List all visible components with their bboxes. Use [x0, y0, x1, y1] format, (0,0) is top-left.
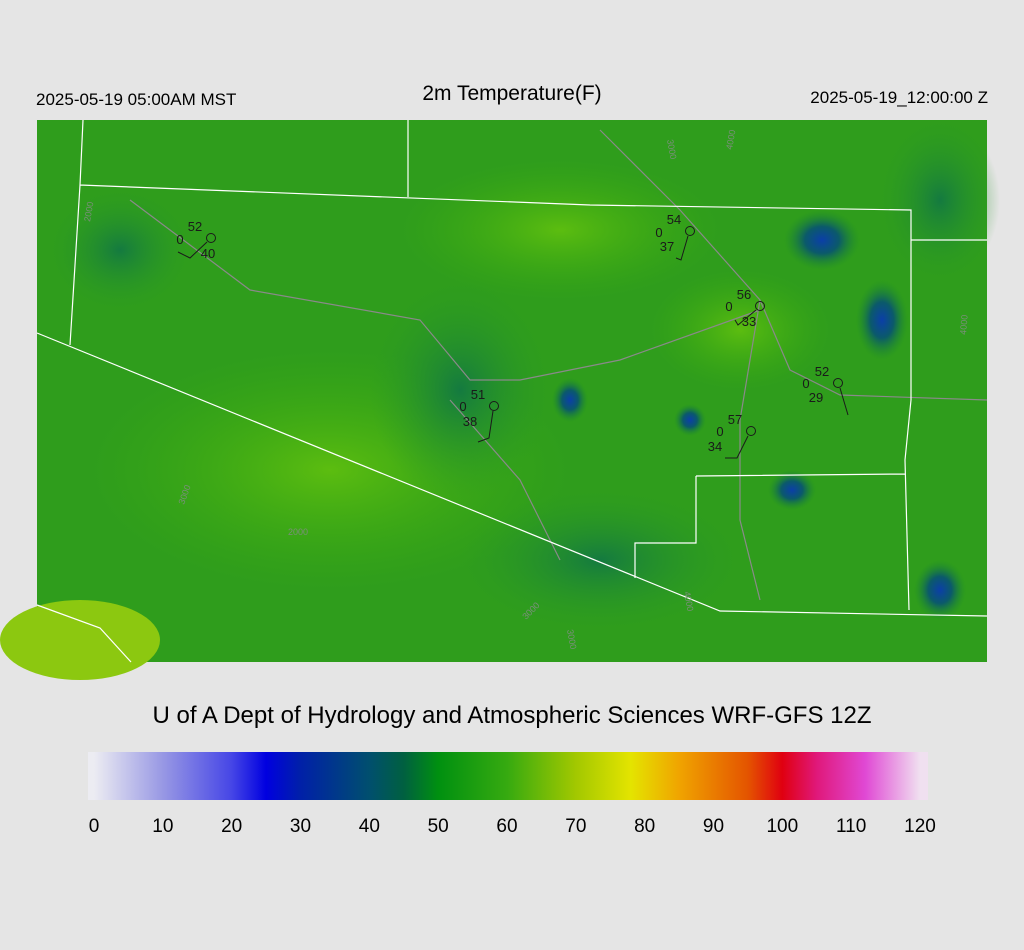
road — [129, 129, 988, 601]
wind-barb — [734, 309, 757, 326]
colorbar-label: 20 — [221, 816, 242, 837]
colorbar-label: 100 — [766, 816, 798, 837]
wind-barb — [675, 235, 689, 261]
colorbar-bar — [88, 752, 928, 800]
colorbar-label: 70 — [565, 816, 586, 837]
temperature: 56 — [737, 287, 751, 302]
map — [0, 119, 1000, 680]
wind: 0 — [655, 225, 662, 240]
colorbar-label: 50 — [428, 816, 449, 837]
dewpoint: 38 — [463, 414, 477, 429]
station-circle — [833, 378, 843, 388]
valid-time-local: 2025-05-19 05:00AM MST — [36, 90, 236, 109]
shade — [0, 600, 160, 680]
cold-spot — [784, 210, 860, 270]
contour-label: 4000 — [958, 314, 970, 335]
shade — [880, 120, 1000, 280]
contour-label: 4000 — [724, 129, 737, 150]
wind-barb — [477, 410, 494, 443]
wind: 0 — [176, 232, 183, 247]
station — [833, 378, 849, 416]
cold-spot — [856, 280, 908, 360]
colorbar-label: 10 — [152, 816, 173, 837]
station-circle — [489, 401, 499, 411]
wind-barb — [839, 387, 849, 416]
shade — [50, 190, 190, 310]
station-values: 52 0 40 54 0 37 56 0 33 52 0 29 51 0 38 … — [176, 212, 829, 454]
station — [675, 226, 695, 261]
wind: 0 — [716, 424, 723, 439]
valid-time-utc: 2025-05-19_12:00:00 Z — [810, 88, 988, 107]
dewpoint: 34 — [708, 439, 722, 454]
temperature: 57 — [728, 412, 742, 427]
colorbar-label: 30 — [290, 816, 311, 837]
contour-label: 3000 — [565, 629, 578, 650]
contour-label: 2000 — [288, 527, 308, 537]
shade — [400, 160, 720, 300]
temperature: 52 — [815, 364, 829, 379]
colorbar-label: 120 — [904, 816, 936, 837]
shade — [370, 280, 550, 500]
wind: 0 — [802, 376, 809, 391]
map-title: 2m Temperature(F) — [422, 82, 601, 105]
cold-spot — [674, 404, 706, 436]
station-circle — [206, 233, 216, 243]
station — [725, 426, 756, 459]
contour-label: 3000 — [665, 139, 678, 160]
dewpoint: 40 — [201, 246, 215, 261]
dewpoint: 29 — [809, 390, 823, 405]
credit: U of A Dept of Hydrology and Atmospheric… — [153, 702, 872, 729]
contour-label: 4000 — [682, 591, 695, 612]
wind-barb — [177, 241, 208, 259]
colorbar-label: 60 — [496, 816, 517, 837]
stations — [177, 226, 849, 459]
colorbar-label: 80 — [634, 816, 655, 837]
colorbar-label: 0 — [89, 816, 100, 837]
temperature: 51 — [471, 387, 485, 402]
contour-labels: 2000 3000 4000 3000 2000 3000 3000 4000 … — [82, 129, 970, 650]
shade — [460, 490, 740, 630]
dewpoint: 37 — [660, 239, 674, 254]
station — [734, 301, 765, 326]
cold-spot — [768, 470, 816, 510]
dewpoint: 33 — [742, 314, 756, 329]
cold-spot — [552, 378, 588, 422]
cold-spot — [914, 560, 966, 620]
wind: 0 — [725, 299, 732, 314]
wind-barb — [725, 435, 749, 459]
shade — [650, 270, 830, 390]
station-circle — [746, 426, 756, 436]
boundary — [36, 119, 988, 663]
station — [477, 401, 499, 443]
station-circle — [685, 226, 695, 236]
colorbar-label: 110 — [836, 816, 866, 837]
temperature: 52 — [188, 219, 202, 234]
temperature: 54 — [667, 212, 681, 227]
colorbar-label: 40 — [359, 816, 380, 837]
station-circle — [755, 301, 765, 311]
station — [177, 233, 216, 259]
wind: 0 — [459, 399, 466, 414]
contour-label: 2000 — [82, 201, 95, 222]
colorbar: 0 10 20 30 40 50 60 70 80 90 100 110 120 — [88, 752, 936, 837]
colorbar-label: 90 — [703, 816, 724, 837]
